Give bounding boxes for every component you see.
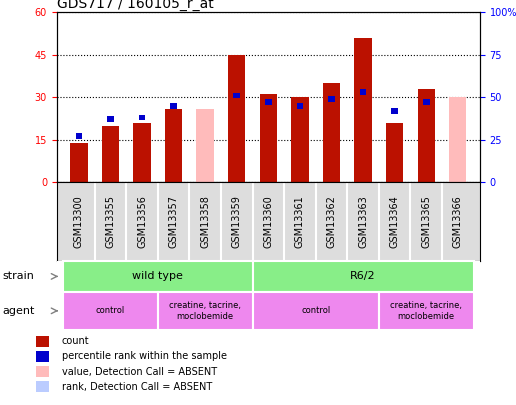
- Bar: [170, 103, 177, 109]
- Text: GSM13356: GSM13356: [137, 195, 147, 248]
- Bar: [252, 292, 379, 330]
- Text: percentile rank within the sample: percentile rank within the sample: [62, 352, 227, 361]
- Bar: [360, 89, 366, 95]
- Text: R6/2: R6/2: [350, 271, 376, 281]
- Bar: [423, 100, 429, 105]
- Bar: [197, 109, 214, 182]
- Bar: [233, 93, 240, 98]
- Bar: [252, 261, 474, 292]
- Text: GDS717 / 160105_r_at: GDS717 / 160105_r_at: [57, 0, 214, 11]
- Bar: [386, 123, 404, 182]
- Bar: [449, 97, 466, 182]
- Bar: [75, 134, 82, 139]
- Bar: [63, 292, 158, 330]
- Text: GSM13366: GSM13366: [453, 195, 463, 248]
- Text: strain: strain: [3, 271, 35, 281]
- Text: creatine, tacrine,
moclobemide: creatine, tacrine, moclobemide: [169, 301, 241, 321]
- Bar: [36, 381, 49, 392]
- Text: GSM13360: GSM13360: [263, 195, 273, 248]
- Bar: [70, 143, 88, 182]
- Bar: [63, 261, 252, 292]
- Text: GSM13365: GSM13365: [421, 195, 431, 248]
- Text: control: control: [301, 306, 330, 315]
- Text: GSM13357: GSM13357: [169, 195, 179, 248]
- Bar: [139, 115, 146, 120]
- Text: creatine, tacrine,
moclobemide: creatine, tacrine, moclobemide: [390, 301, 462, 321]
- Bar: [107, 117, 114, 122]
- Text: GSM13358: GSM13358: [200, 195, 210, 248]
- Bar: [260, 94, 277, 182]
- Bar: [228, 55, 246, 182]
- Text: value, Detection Call = ABSENT: value, Detection Call = ABSENT: [62, 367, 217, 377]
- Text: count: count: [62, 337, 90, 346]
- Text: GSM13355: GSM13355: [105, 195, 116, 248]
- Bar: [102, 126, 119, 182]
- Bar: [165, 109, 182, 182]
- Text: wild type: wild type: [133, 271, 183, 281]
- Bar: [36, 336, 49, 347]
- Bar: [36, 366, 49, 377]
- Text: GSM13361: GSM13361: [295, 195, 305, 248]
- Text: GSM13364: GSM13364: [390, 195, 399, 248]
- Text: GSM13362: GSM13362: [327, 195, 336, 248]
- Text: rank, Detection Call = ABSENT: rank, Detection Call = ABSENT: [62, 382, 212, 392]
- Bar: [379, 292, 474, 330]
- Bar: [323, 83, 340, 182]
- Bar: [391, 108, 398, 114]
- Text: control: control: [96, 306, 125, 315]
- Bar: [133, 123, 151, 182]
- Bar: [354, 38, 372, 182]
- Bar: [417, 89, 435, 182]
- Bar: [158, 292, 252, 330]
- Bar: [36, 351, 49, 362]
- Bar: [265, 100, 271, 105]
- Text: GSM13300: GSM13300: [74, 195, 84, 248]
- Text: GSM13363: GSM13363: [358, 195, 368, 248]
- Text: agent: agent: [3, 306, 35, 316]
- Bar: [297, 103, 303, 109]
- Bar: [328, 96, 335, 102]
- Text: GSM13359: GSM13359: [232, 195, 241, 248]
- Bar: [291, 97, 309, 182]
